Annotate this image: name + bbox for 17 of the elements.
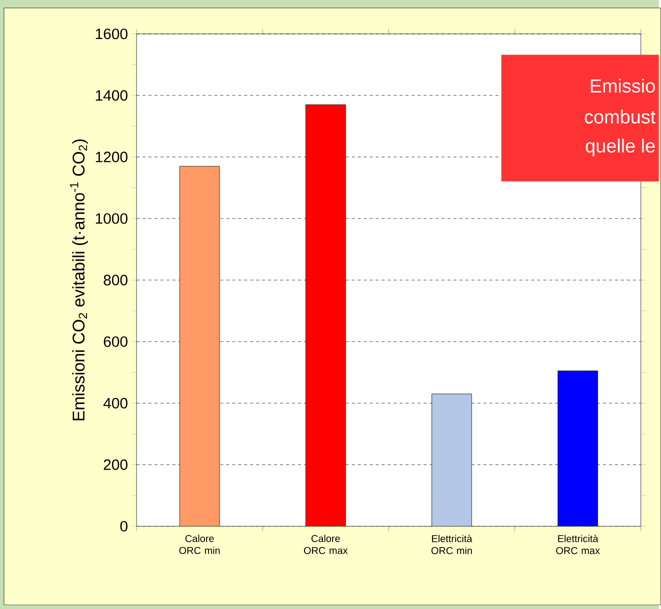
y-tick-label: 0 bbox=[120, 520, 128, 532]
annotation: quelle le bbox=[586, 138, 655, 156]
x-tick-label: Calore ORC max bbox=[304, 534, 348, 554]
x-tick-label: Calore ORC min bbox=[179, 534, 220, 554]
y-tick-label: 400 bbox=[103, 398, 128, 408]
y-tick-label: 1000 bbox=[96, 213, 128, 224]
y-tick-label: 200 bbox=[104, 459, 128, 470]
y-tick-label: 600 bbox=[104, 336, 128, 347]
y-tick-label: 1600 bbox=[96, 28, 128, 40]
x-tick-label: Elettricità ORC max bbox=[556, 534, 600, 554]
y-tick-label: 1200 bbox=[96, 152, 128, 162]
x-tick-label: Elettricità ORC min bbox=[431, 534, 472, 554]
y-axis-title: Emissioni CO$_{2}$ evitabili (t·anno$^{-1}$ CO$_{2}$) bbox=[70, 140, 88, 420]
y-tick-label: 800 bbox=[104, 274, 128, 286]
y-tick-label: 1400 bbox=[96, 90, 128, 101]
annotation: combust bbox=[584, 110, 656, 124]
annotation: Emissio bbox=[590, 78, 655, 93]
